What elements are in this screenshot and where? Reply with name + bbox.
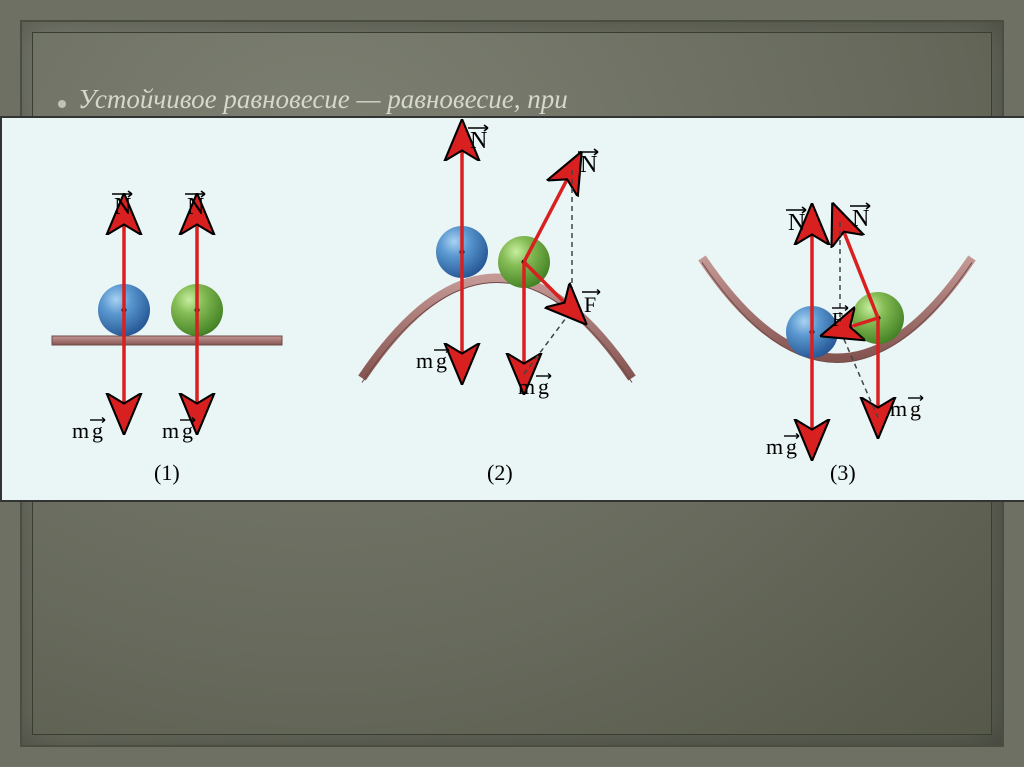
label-N-green-1: N bbox=[185, 191, 205, 220]
caption-3: (3) bbox=[830, 460, 856, 485]
label-mg-blue-2: m g bbox=[416, 348, 449, 374]
svg-text:m: m bbox=[766, 434, 783, 459]
svg-text:g: g bbox=[786, 434, 797, 459]
svg-text:g: g bbox=[910, 396, 921, 421]
caption-2: (2) bbox=[487, 460, 513, 485]
slide-root: Устойчивое равновесие — равновесие, при bbox=[0, 0, 1024, 767]
svg-text:N: N bbox=[580, 152, 597, 178]
label-N-blue-3: N bbox=[786, 207, 806, 236]
svg-text:m: m bbox=[416, 348, 433, 373]
svg-text:g: g bbox=[92, 418, 103, 443]
title-row: Устойчивое равновесие — равновесие, при bbox=[58, 84, 568, 115]
diagram-3: N N F m g bbox=[702, 203, 972, 485]
svg-text:N: N bbox=[470, 128, 487, 154]
label-F-2: F bbox=[582, 290, 600, 318]
diagram-panel: N N m g m g bbox=[0, 116, 1024, 502]
vector-N-green-2 bbox=[524, 170, 572, 262]
label-N-green-2: N bbox=[578, 149, 598, 178]
svg-text:N: N bbox=[114, 194, 131, 220]
label-N-blue-1: N bbox=[112, 191, 132, 220]
svg-text:F: F bbox=[832, 309, 843, 331]
svg-text:F: F bbox=[584, 292, 596, 317]
svg-text:g: g bbox=[436, 348, 447, 373]
svg-text:g: g bbox=[182, 418, 193, 443]
svg-text:N: N bbox=[852, 206, 869, 232]
label-mg-green-1: m g bbox=[162, 418, 195, 444]
svg-text:N: N bbox=[788, 210, 805, 236]
title-text: Устойчивое равновесие — равновесие, при bbox=[78, 84, 568, 115]
bullet-icon bbox=[58, 100, 66, 108]
svg-text:m: m bbox=[518, 374, 535, 399]
physics-diagram: N N m g m g bbox=[2, 118, 1022, 496]
diagram-1: N N m g m g bbox=[52, 191, 282, 485]
svg-text:m: m bbox=[162, 418, 179, 443]
label-N-green-3: N bbox=[850, 203, 870, 232]
label-mg-blue-1: m g bbox=[72, 418, 105, 444]
label-mg-green-2: m g bbox=[518, 374, 551, 400]
svg-text:N: N bbox=[187, 194, 204, 220]
surface-flat bbox=[52, 336, 282, 345]
dash-2 bbox=[524, 310, 572, 374]
caption-1: (1) bbox=[154, 460, 180, 485]
label-mg-blue-3: m g bbox=[766, 434, 799, 460]
svg-text:m: m bbox=[72, 418, 89, 443]
diagram-2: N N F m g bbox=[362, 125, 632, 485]
svg-text:m: m bbox=[890, 396, 907, 421]
svg-text:g: g bbox=[538, 374, 549, 399]
label-N-blue-2: N bbox=[468, 125, 488, 154]
label-mg-green-3: m g bbox=[890, 396, 923, 422]
